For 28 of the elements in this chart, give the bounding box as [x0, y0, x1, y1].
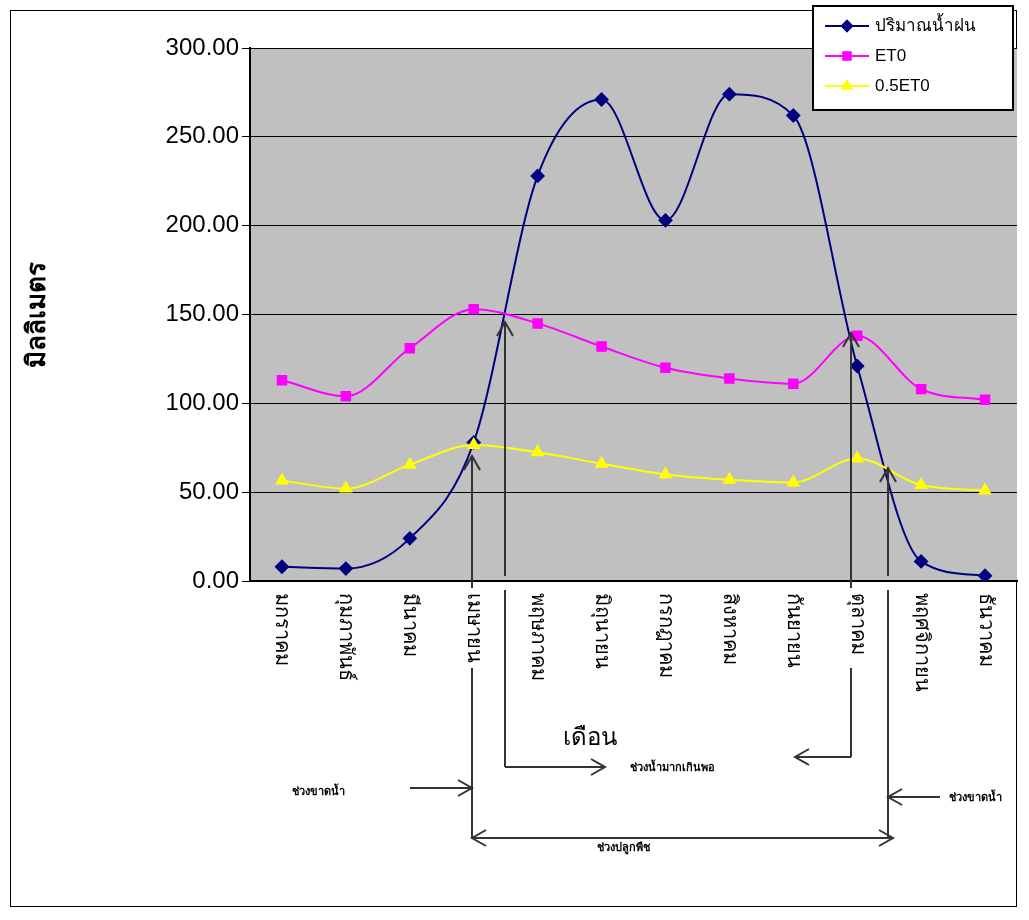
x-tick-label: พฤศจิกายน	[911, 593, 934, 692]
x-tick-label: กรกฎาคม	[655, 593, 678, 678]
y-tick-label: 100.00	[165, 387, 239, 415]
legend-label: ปริมาณน้ำฝน	[875, 12, 976, 35]
y-tick-label: 250.00	[165, 121, 239, 149]
y-tick-label: 300.00	[165, 32, 239, 60]
x-axis-title: เดือน	[563, 722, 617, 750]
y-tick-label: 200.00	[165, 210, 239, 238]
x-tick-label: มกราคม	[272, 593, 295, 666]
y-tick-label: 0.00	[192, 565, 239, 593]
y-axis-title: มิลลิเมตร	[20, 261, 51, 368]
x-tick-label: กันยายน	[783, 593, 806, 668]
text: ช่วงน้ำมากเกินพอ	[629, 759, 715, 774]
text: ช่วงปลูกพืช	[596, 841, 651, 856]
y-tick-label: 150.00	[165, 299, 239, 327]
x-tick-label: ตุลาคม	[845, 593, 870, 655]
x-tick-label: มีนาคม	[400, 593, 423, 657]
y-tick-label: 50.00	[178, 476, 239, 504]
x-tick-label: ธันวาคม	[975, 593, 998, 667]
text: ช่วงขาดน้ำ	[291, 783, 345, 798]
x-tick-label: มิถุนายน	[590, 593, 615, 669]
legend-label: 0.5ET0	[875, 75, 930, 95]
x-tick-label: สิงหาคม	[719, 593, 742, 665]
x-tick-label: กุมภาพันธ์	[334, 593, 359, 681]
text: ช่วงขาดน้ำ	[948, 789, 1002, 804]
legend-label: ET0	[875, 45, 907, 65]
x-tick-label: เมษายน	[464, 593, 487, 663]
x-tick-label: พฤษภาคม	[528, 593, 551, 681]
